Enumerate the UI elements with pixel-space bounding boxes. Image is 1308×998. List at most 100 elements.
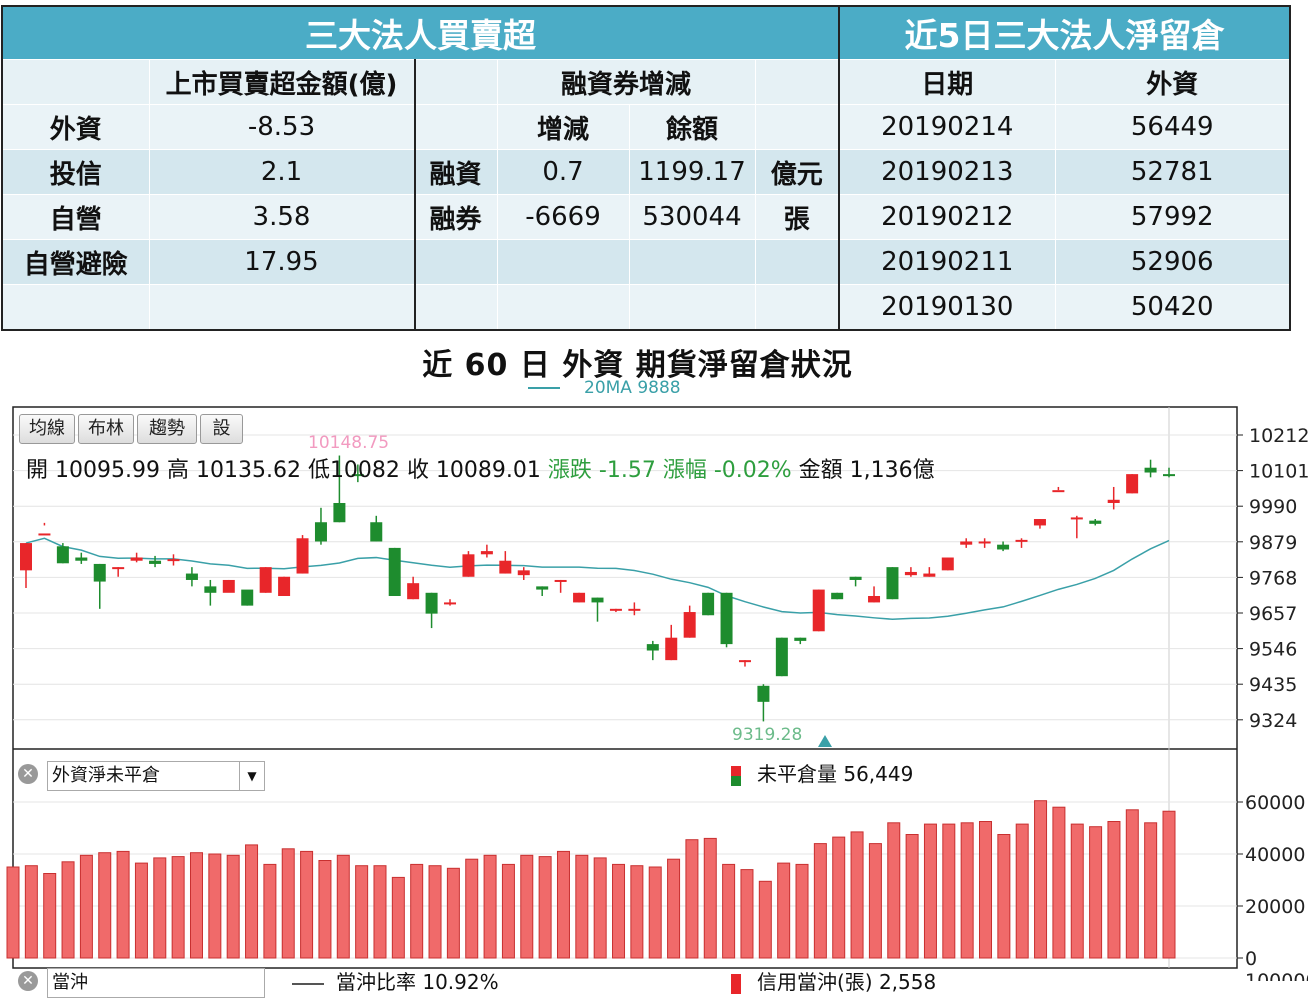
candle-body: [462, 554, 475, 577]
candle-body: [978, 541, 991, 544]
vol-tick-label: 40000: [1245, 844, 1305, 866]
candle-body: [499, 560, 512, 574]
ma-legend-label: 20MA 9888: [584, 378, 681, 398]
volume-bar: [1015, 823, 1029, 959]
candle-body: [167, 559, 180, 562]
volume-bar: [813, 843, 827, 959]
volume-bar: [538, 856, 552, 959]
row-amount: 3.58: [148, 194, 415, 240]
margin-balance: 530044: [628, 194, 756, 240]
volume-bar: [905, 834, 919, 959]
trend-button[interactable]: 趨勢: [137, 414, 197, 444]
row-label: 外資: [1, 104, 150, 150]
candle-body: [904, 571, 917, 576]
candle-body: [75, 557, 88, 561]
volume-bar: [795, 863, 809, 959]
bollinger-button[interactable]: 布林: [78, 414, 134, 444]
candle-body: [1144, 467, 1157, 473]
sub-balance-header: 餘額: [628, 104, 756, 150]
candle-body: [960, 541, 973, 545]
vol-tick-label: 60000: [1245, 792, 1305, 814]
volume-bar: [942, 823, 956, 959]
col-date-header: 日期: [838, 59, 1056, 105]
volume-bar: [630, 865, 644, 959]
vol-tick-label: 20000: [1245, 896, 1305, 918]
volume-bar: [501, 863, 515, 959]
margin-label: 融資: [413, 149, 498, 195]
candle-body: [886, 567, 899, 600]
indicator-select[interactable]: 當沖: [47, 968, 265, 998]
volume-bar: [667, 858, 681, 959]
volume-bar: [1070, 823, 1084, 959]
volume-bar: [520, 854, 534, 959]
date-cell: 20190130: [838, 284, 1056, 331]
y-tick-label: 9435: [1249, 674, 1297, 696]
ma-button[interactable]: 均線: [19, 414, 75, 444]
high-value: 高 10135.62: [166, 458, 301, 483]
date-cell: 20190214: [838, 104, 1056, 150]
settings-button[interactable]: 設: [200, 414, 243, 444]
candle-body: [388, 547, 401, 597]
candle-body: [1107, 499, 1120, 503]
close-icon[interactable]: ✕: [18, 971, 38, 991]
low-arrow-icon: [818, 735, 832, 747]
credit-label: 信用當沖(張) 2,558: [757, 970, 937, 994]
candle-body: [1070, 517, 1083, 520]
margin-balance: 1199.17: [628, 149, 756, 195]
candle-body: [407, 583, 420, 600]
candle-body: [222, 579, 235, 593]
candle-body: [1052, 490, 1065, 493]
volume-bar: [24, 865, 38, 959]
volume-bar: [153, 857, 167, 959]
candle-body: [831, 592, 844, 600]
candle-body: [849, 576, 862, 580]
open-value: 開 10095.99: [26, 458, 160, 483]
volume-bar: [648, 866, 662, 959]
volume-bar: [43, 873, 57, 959]
candle-body: [1163, 474, 1175, 477]
chart-title: 近 60 日 外資 期貨淨留倉狀況: [422, 348, 853, 383]
candle-body: [683, 612, 696, 638]
y-tick-label: 10212: [1249, 425, 1308, 447]
value-cell: 50420: [1054, 284, 1291, 331]
high-mark-label: 10148.75: [308, 433, 389, 453]
low-mark-label: 9319.28: [732, 725, 802, 745]
candle-body: [702, 592, 715, 616]
indicator-select[interactable]: 外資淨未平倉 ▼: [47, 761, 265, 791]
candle-body: [480, 551, 493, 555]
col-foreign-header: 外資: [1054, 59, 1291, 105]
candle-body: [296, 538, 309, 574]
low-value: 低10082: [307, 458, 400, 483]
row-label: 自營避險: [1, 239, 150, 285]
row-label: 投信: [1, 149, 150, 195]
candle-body: [609, 608, 622, 611]
candle-body: [775, 637, 788, 677]
y-tick-label: 9879: [1249, 532, 1297, 554]
candle-body: [1089, 520, 1102, 524]
y-tick-label: 9990: [1249, 496, 1297, 518]
candle-body: [941, 557, 954, 571]
candle-body: [112, 567, 125, 570]
volume-bar: [226, 854, 240, 959]
candle-body: [149, 560, 162, 564]
candle-body: [425, 592, 438, 614]
volume-bar: [391, 876, 405, 959]
sub-change-header: 增減: [496, 104, 630, 150]
candle-body: [259, 567, 272, 593]
right-table-title: 近5日三大法人淨留倉: [838, 5, 1291, 60]
volume-bar: [6, 866, 20, 959]
chevron-down-icon: ▼: [239, 762, 264, 790]
candle-body: [738, 660, 751, 663]
candle-body: [351, 474, 364, 477]
date-cell: 20190213: [838, 149, 1056, 195]
candle-body: [370, 522, 383, 542]
legend-swatch-icon: [731, 973, 741, 994]
candle-body: [333, 502, 346, 523]
candle-body: [1033, 519, 1046, 526]
volume-bar: [850, 831, 864, 959]
candle-body: [554, 579, 567, 582]
close-icon[interactable]: ✕: [18, 764, 38, 784]
volume-bar: [923, 823, 937, 959]
volume-legend-label: 未平倉量 56,449: [757, 762, 914, 786]
candle-body: [923, 573, 936, 577]
